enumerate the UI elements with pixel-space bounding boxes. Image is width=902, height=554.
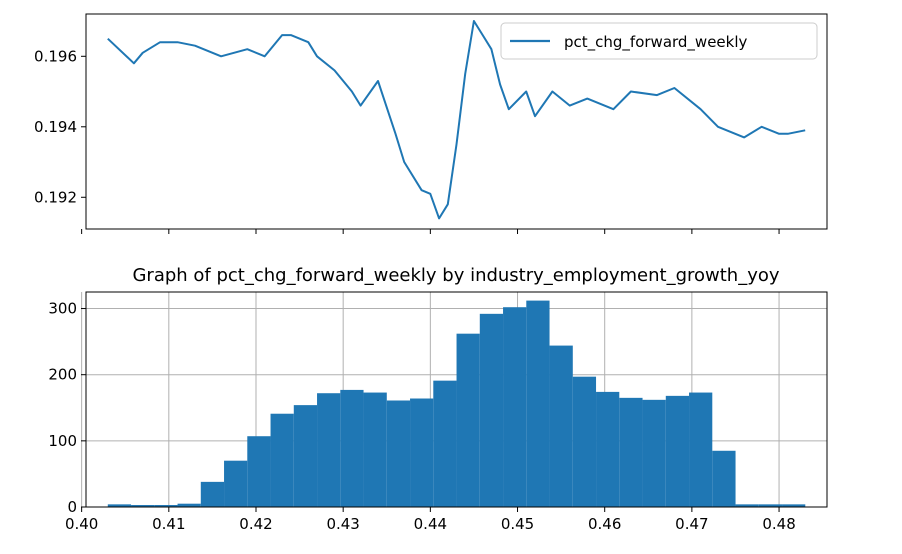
histogram-bar [224,460,248,507]
histogram-bar [503,307,527,507]
histogram-bar [596,391,620,507]
histogram-bar [154,505,178,507]
line-chart-plot [107,20,806,220]
y-tick-label: 0 [67,498,77,516]
histogram-bar [758,504,783,507]
x-tick-label: 0.41 [152,515,185,533]
histogram-bar [433,380,457,507]
histogram-frame [85,291,828,508]
histogram-title: Graph of pct_chg_forward_weekly by indus… [132,265,779,286]
histogram-bar [689,392,713,507]
y-tick-label: 300 [48,300,77,318]
x-tick-label: 0.40 [65,515,98,533]
histogram-panel: Graph of pct_chg_forward_weekly by indus… [48,265,828,533]
histogram-bar [572,376,597,507]
histogram-bar [479,313,504,507]
histogram-x-axis: 0.40 0.41 0.42 0.43 0.44 0.45 0.46 0.47 0.48 [65,507,796,533]
histogram-bar [131,505,155,507]
histogram-bars [107,300,806,507]
histogram-bar [456,333,480,507]
y-tick-label: 0.196 [34,47,77,65]
histogram-bar [317,393,341,507]
x-tick-label: 0.44 [414,515,447,533]
histogram-bar [270,413,294,507]
line-chart-y-axis: 0.192 0.194 0.196 [34,47,86,206]
x-tick-label: 0.45 [501,515,534,533]
histogram-bar [363,392,387,507]
histogram-bar [200,481,225,507]
histogram-bar [293,405,318,507]
y-tick-label: 0.194 [34,118,77,136]
y-tick-label: 200 [48,366,77,384]
histogram-bar [410,398,434,507]
y-tick-label: 100 [48,432,77,450]
histogram-bar [712,450,736,507]
histogram-bar [735,504,759,507]
histogram-bar [642,399,666,507]
line-chart-panel: 0.192 0.194 0.196 pct_chg_forward_weekly [34,13,828,234]
line-series [107,20,806,220]
x-tick-label: 0.46 [588,515,621,533]
legend-box [500,22,818,60]
histogram-bar [340,389,364,507]
histogram-bar [107,504,132,507]
histogram-bar [665,395,690,507]
line-chart-x-axis [81,229,780,234]
x-tick-label: 0.47 [675,515,708,533]
x-tick-label: 0.43 [326,515,359,533]
histogram-y-axis: 0 100 200 300 [48,300,86,516]
histogram-bar [526,300,550,507]
x-tick-label: 0.42 [239,515,272,533]
histogram-bar [177,503,201,507]
line-chart-frame [85,13,828,230]
histogram-bar [549,345,573,507]
y-tick-label: 0.192 [34,188,77,206]
x-tick-label: 0.48 [762,515,795,533]
legend: pct_chg_forward_weekly [500,22,818,60]
histogram-bar [247,436,271,507]
histogram-bar [619,397,643,507]
histogram-bar [782,504,806,507]
legend-label: pct_chg_forward_weekly [564,33,748,52]
histogram-bar [386,400,411,507]
